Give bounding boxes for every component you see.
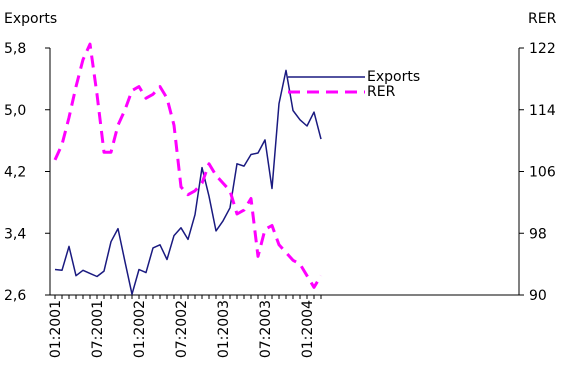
left-tick-label: 3,4: [4, 226, 26, 242]
left-tick-label: 5,8: [4, 41, 26, 57]
legend-label-exports: Exports: [367, 69, 420, 85]
right-tick-label: 114: [529, 103, 556, 119]
right-tick-label: 122: [529, 41, 556, 57]
x-axis: 01:2001 07:2001 01:2002 07:2002 01:2003 07:20…: [48, 295, 322, 358]
plot-area: [53, 42, 323, 295]
right-tick-label: 98: [529, 226, 547, 242]
left-tick-label: 5,0: [4, 103, 26, 119]
right-axis: 90 98 106 114 122: [519, 41, 556, 304]
right-axis-title: RER: [528, 11, 557, 27]
right-tick-label: 90: [529, 288, 547, 304]
series-line-exports: [54, 69, 322, 295]
legend: Exports RER: [288, 69, 420, 100]
left-axis-title: Exports: [4, 11, 57, 27]
left-tick-label: 2,6: [4, 288, 26, 304]
x-tick-label: 07:2001: [90, 300, 106, 358]
left-axis: 2,6 3,4 4,2 5,0 5,8: [4, 41, 50, 304]
x-tick-label: 01:2004: [300, 300, 316, 358]
right-tick-label: 106: [529, 165, 556, 181]
x-tick-label: 07:2003: [258, 300, 274, 358]
series-line-rer: [53, 42, 323, 289]
legend-label-rer: RER: [367, 84, 396, 100]
x-tick-label: 07:2002: [174, 300, 190, 358]
left-tick-label: 4,2: [4, 165, 26, 181]
x-tick-label: 01:2003: [216, 300, 232, 358]
x-tick-label: 01:2002: [132, 300, 148, 358]
x-tick-label: 01:2001: [48, 300, 64, 358]
